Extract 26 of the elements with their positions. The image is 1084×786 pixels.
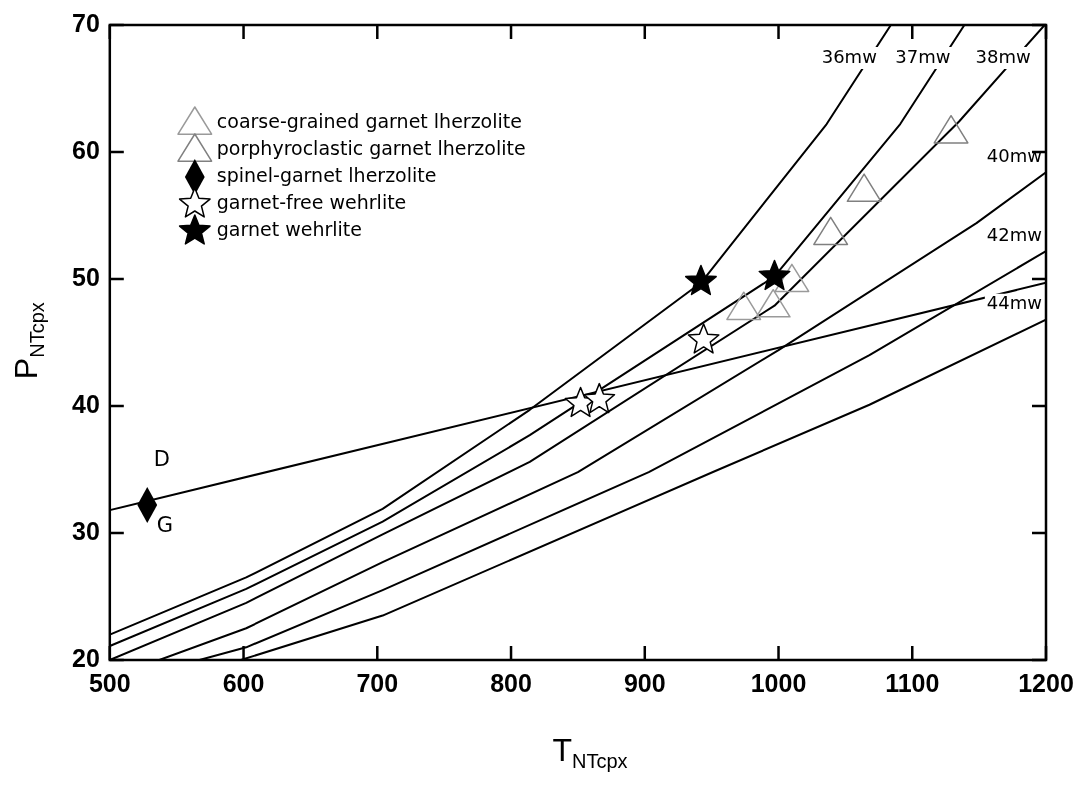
series-label: 44mw <box>986 292 1042 314</box>
x-tick-label: 1100 <box>885 668 940 697</box>
y-tick-label: 50 <box>72 262 100 291</box>
series-label: 40mw <box>986 144 1042 166</box>
x-tick-label: 900 <box>623 668 666 697</box>
y-tick-label: 40 <box>72 389 100 418</box>
x-tick-label: 700 <box>356 668 399 697</box>
series-label: 36mw <box>821 45 877 67</box>
x-tick-label: 800 <box>490 668 532 697</box>
y-tick-label: 60 <box>72 135 100 164</box>
y-tick-label: 30 <box>72 516 100 545</box>
series-label: 37mw <box>895 45 951 67</box>
legend-label: garnet-free wehrlite <box>216 190 407 213</box>
legend-label: coarse-grained garnet lherzolite <box>216 109 522 132</box>
series-label: 38mw <box>975 45 1031 67</box>
legend-label: porphyroclastic garnet lherzolite <box>216 136 526 159</box>
legend-label: garnet wehrlite <box>216 217 362 240</box>
y-tick-label: 70 <box>72 8 100 37</box>
annotation: G <box>156 513 173 538</box>
x-tick-label: 1200 <box>1018 668 1074 697</box>
legend-label: spinel-garnet lherzolite <box>216 163 437 186</box>
x-axis-title: T$_{NTcpx}$ <box>552 732 628 774</box>
series-label: 42mw <box>986 223 1042 245</box>
annotation: D <box>153 447 170 472</box>
x-tick-label: 600 <box>222 668 265 697</box>
x-tick-label: 1000 <box>750 668 807 697</box>
